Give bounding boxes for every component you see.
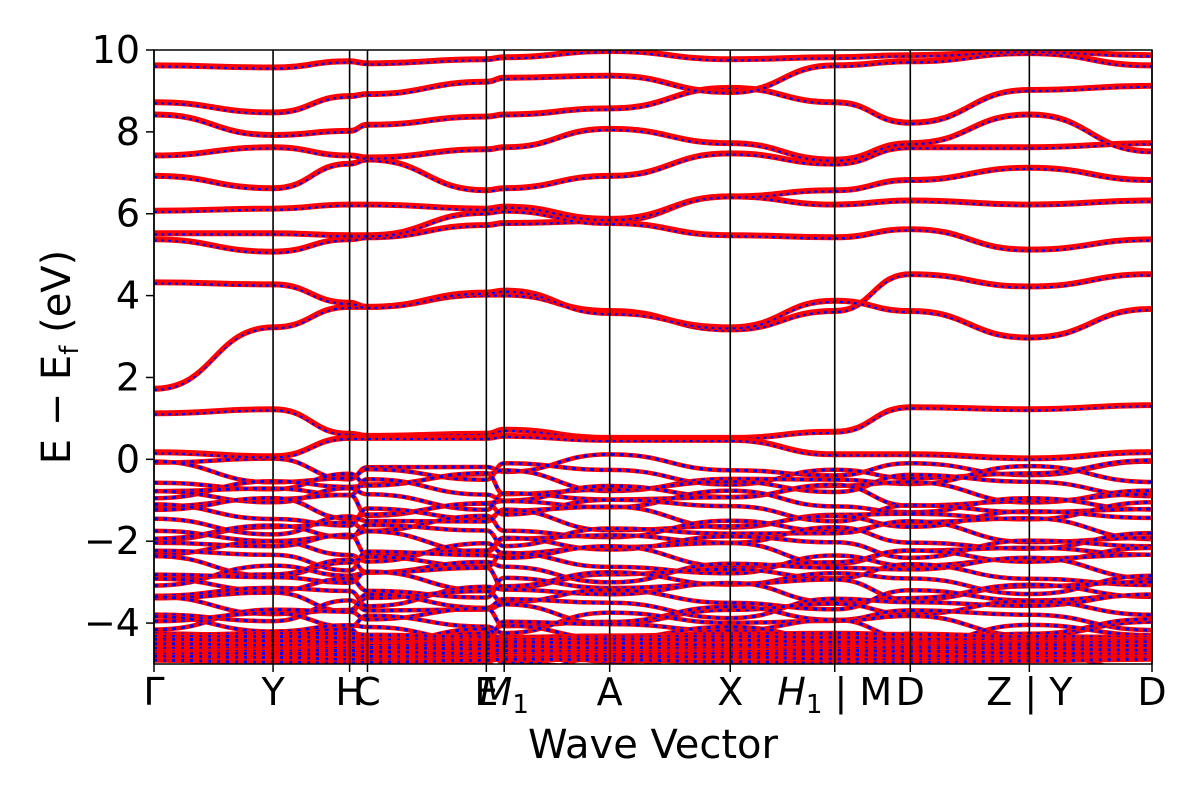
band-spin-up: [154, 84, 1152, 139]
valence-band-spin-down: [154, 514, 1152, 542]
y-tick-label: 0: [116, 437, 140, 481]
y-axis-ticks: −4 −2 0 2 4 6 8 10: [84, 28, 154, 645]
valence-band-spin-down: [154, 637, 1152, 645]
valence-band-spin-down: [154, 556, 1152, 584]
band-spin-up: [154, 111, 1152, 160]
plot-frame: [153, 49, 1153, 665]
y-tick-label: 6: [116, 192, 140, 236]
y-tick-label: −4: [84, 601, 140, 645]
valence-band-spin-down: [154, 544, 1152, 573]
x-tick-label: E: [474, 670, 498, 714]
y-tick-label: 8: [116, 110, 140, 154]
valence-band-spin-down: [154, 648, 1152, 657]
y-axis-label-main: E − E: [34, 355, 80, 465]
y-tick-label: 4: [116, 274, 140, 318]
band-spin-up: [154, 82, 1152, 136]
conduction-bands: [154, 50, 1152, 462]
x-tick-label: X: [717, 670, 743, 714]
band-spin-up: [154, 279, 1152, 338]
band-spin-up: [154, 140, 1152, 191]
y-axis-label: E − Ef (eV): [34, 250, 85, 465]
valence-band-spin-down: [154, 551, 1152, 578]
band-spin-down: [154, 85, 1152, 138]
band-spin-down: [154, 282, 1152, 340]
band-spin-up: [154, 404, 1152, 441]
x-tick-label: Z | Y: [986, 670, 1073, 715]
band-spin-down: [154, 210, 1152, 252]
y-tick-label: −2: [84, 519, 140, 563]
valence-band-manifold: [154, 452, 1152, 664]
valence-band-spin-down: [154, 654, 1152, 662]
band-spin-up: [154, 50, 1152, 113]
valence-band-spin-down: [154, 471, 1152, 500]
valence-band-spin-down: [154, 631, 1152, 639]
band-spin-down: [154, 404, 1152, 441]
band-spin-up: [154, 164, 1152, 219]
band-spin-up: [154, 432, 1152, 459]
valence-band-spin-down: [154, 634, 1152, 642]
x-tick-label: C: [354, 670, 381, 714]
band-spin-down: [154, 114, 1152, 162]
x-axis-label: Wave Vector: [528, 722, 779, 768]
valence-band-spin-down: [154, 651, 1152, 660]
valence-band-spin-down: [154, 539, 1152, 566]
valence-band-spin-down: [154, 458, 1152, 487]
band-spin-down: [154, 435, 1152, 461]
x-tick-label: Y: [260, 670, 285, 714]
band-spin-down: [154, 52, 1152, 115]
band-spin-up: [154, 402, 1152, 438]
x-tick-label: M1: [480, 670, 529, 720]
y-axis-label-unit: (eV): [34, 250, 80, 346]
x-tick-label: D: [896, 670, 925, 714]
x-tick-label: A: [597, 670, 623, 714]
valence-band-spin-down: [154, 477, 1152, 505]
band-spin-up: [154, 142, 1152, 194]
band-spin-up: [154, 281, 1152, 341]
valence-band-spin-down: [154, 615, 1152, 644]
x-tick-label: D: [1137, 670, 1166, 714]
y-tick-label: 2: [116, 355, 140, 399]
band-spin-down: [154, 50, 1152, 70]
valence-band-spin-down: [154, 533, 1152, 560]
x-tick-label: H: [335, 670, 364, 714]
band-spin-up: [154, 113, 1152, 163]
valence-band-spin-down: [154, 496, 1152, 523]
valence-band-spin-down: [154, 562, 1152, 590]
valence-band-spin-down: [154, 657, 1152, 664]
y-tick-label: 10: [92, 28, 140, 72]
valence-band-spin-down: [154, 570, 1152, 596]
band-spin-up: [154, 166, 1152, 222]
y-axis-label-sub: f: [55, 345, 85, 355]
band-spin-up: [154, 193, 1152, 252]
x-tick-label: H1 | M: [777, 670, 892, 720]
x-tick-label: Γ: [143, 670, 164, 714]
